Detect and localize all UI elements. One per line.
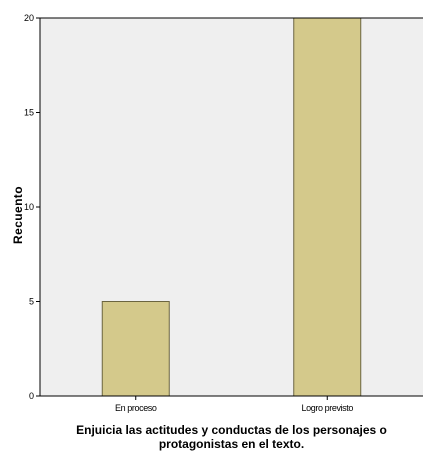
x-axis-title: Enjuicia las actitudes y conductas de lo… [40, 423, 423, 451]
x-category-label: En proceso [115, 403, 157, 413]
y-tick-label: 20 [24, 13, 34, 23]
bar-logro-previsto [293, 17, 362, 397]
y-axis-title: Recuento [11, 186, 25, 244]
x-axis-title-line-1: Enjuicia las actitudes y conductas de lo… [76, 423, 387, 437]
bar-en-proceso [101, 301, 170, 397]
y-tick-label: 15 [24, 108, 34, 118]
y-tick-label: 5 [29, 297, 34, 307]
y-tick-label: 10 [24, 202, 34, 212]
plot-area [40, 18, 423, 396]
x-axis-title-line-2: protagonistas en el texto. [158, 437, 305, 451]
x-category-label: Logro previsto [302, 403, 354, 413]
y-tick-label: 0 [29, 391, 34, 401]
